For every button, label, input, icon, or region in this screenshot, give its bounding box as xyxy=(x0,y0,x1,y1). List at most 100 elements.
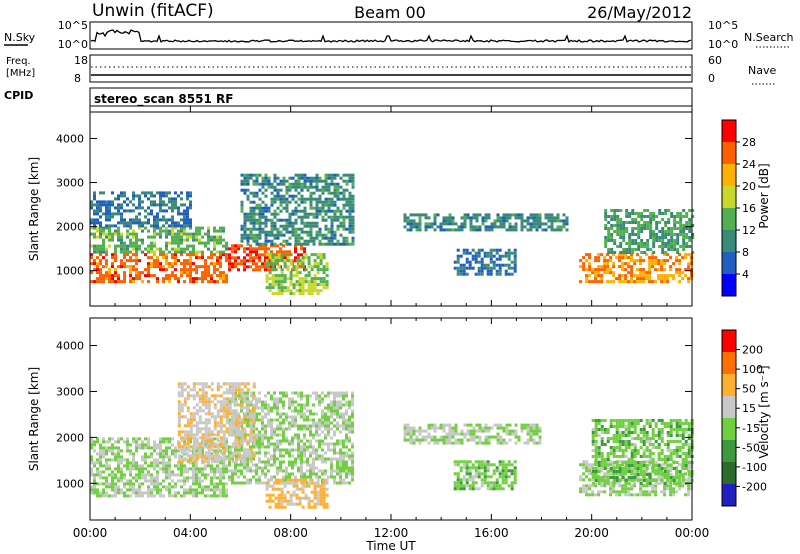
heatmap-cell xyxy=(192,412,196,416)
heatmap-cell xyxy=(304,253,308,257)
heatmap-cell xyxy=(99,226,102,230)
heatmap-cell xyxy=(585,475,589,479)
heatmap-cell xyxy=(547,216,551,220)
heatmap-cell xyxy=(345,439,348,443)
heatmap-cell xyxy=(213,235,216,239)
heatmap-cell xyxy=(186,232,189,236)
heatmap-cell xyxy=(195,238,198,242)
heatmap-cell xyxy=(520,225,524,229)
heatmap-cell xyxy=(600,280,604,284)
heatmap-cell xyxy=(333,424,336,428)
heatmap-cell xyxy=(303,433,306,437)
heatmap-cell xyxy=(225,488,228,492)
heatmap-cell xyxy=(111,200,114,204)
heatmap-cell xyxy=(285,427,288,431)
heatmap-cell xyxy=(261,176,265,180)
heatmap-cell xyxy=(123,218,126,222)
heatmap-cell xyxy=(117,232,120,236)
heatmap-cell xyxy=(333,236,337,240)
heatmap-cell xyxy=(336,457,339,461)
heatmap-cell xyxy=(270,221,274,225)
heatmap-cell xyxy=(243,224,247,228)
heatmap-cell xyxy=(93,218,96,222)
heatmap-cell xyxy=(504,463,508,467)
heatmap-cell xyxy=(246,236,250,240)
heatmap-cell xyxy=(324,451,327,455)
heatmap-cell xyxy=(168,482,171,486)
heatmap-cell xyxy=(456,254,460,258)
heatmap-cell xyxy=(322,490,326,494)
heatmap-cell xyxy=(427,222,431,226)
heatmap-cell xyxy=(255,262,258,266)
heatmap-cell xyxy=(165,203,168,207)
heatmap-cell xyxy=(682,248,686,251)
heatmap-cell xyxy=(141,458,144,462)
heatmap-cell xyxy=(180,226,183,230)
heatmap-cell xyxy=(261,460,264,464)
heatmap-cell xyxy=(93,473,96,477)
heatmap-cell xyxy=(165,277,168,281)
heatmap-cell xyxy=(141,206,144,210)
heatmap-cell xyxy=(135,194,138,198)
heatmap-cell xyxy=(243,397,246,401)
heatmap-cell xyxy=(294,188,298,192)
heatmap-cell xyxy=(282,394,285,398)
heatmap-cell xyxy=(105,265,108,269)
heatmap-cell xyxy=(315,230,319,234)
heatmap-cell xyxy=(198,382,202,386)
heatmap-cell xyxy=(616,230,620,233)
heatmap-cell xyxy=(240,424,243,428)
heatmap-cell xyxy=(165,455,168,459)
heatmap-cell xyxy=(123,244,126,248)
heatmap-cell xyxy=(292,490,296,494)
heatmap-cell xyxy=(264,242,268,246)
heatmap-cell xyxy=(240,463,243,467)
heatmap-cell xyxy=(177,440,180,444)
heatmap-cell xyxy=(291,197,295,201)
heatmap-cell xyxy=(285,179,289,183)
heatmap-cell xyxy=(529,438,533,442)
heatmap-cell xyxy=(265,265,269,269)
heatmap-cell xyxy=(468,478,472,482)
heatmap-cell xyxy=(481,222,485,226)
heatmap-cell xyxy=(222,397,226,401)
heatmap-cell xyxy=(189,440,192,444)
heatmap-cell xyxy=(538,429,542,433)
heatmap-cell xyxy=(345,454,348,458)
heatmap-cell xyxy=(507,475,511,479)
heatmap-cell xyxy=(274,283,278,287)
heatmap-cell xyxy=(291,415,294,419)
heatmap-cell xyxy=(351,197,355,201)
heatmap-cell xyxy=(165,440,168,444)
heatmap-cell xyxy=(267,457,270,461)
heatmap-cell xyxy=(99,224,102,228)
heatmap-cell xyxy=(171,256,174,260)
heatmap-cell xyxy=(300,185,304,189)
heatmap-cell xyxy=(132,197,135,201)
heatmap-cell xyxy=(300,460,303,464)
heatmap-cell xyxy=(603,268,607,272)
heatmap-cell xyxy=(99,244,102,248)
heatmap-cell xyxy=(198,250,201,254)
heatmap-cell xyxy=(108,229,111,233)
heatmap-cell xyxy=(213,427,217,431)
heatmap-cell xyxy=(144,221,147,225)
heatmap-cell xyxy=(310,280,314,284)
heatmap-cell xyxy=(165,191,168,195)
heatmap-cell xyxy=(138,485,141,489)
heatmap-cell xyxy=(141,241,144,245)
heatmap-cell xyxy=(180,388,184,392)
heatmap-cell xyxy=(588,280,592,284)
heatmap-cell xyxy=(150,464,153,468)
heatmap-cell xyxy=(268,262,272,266)
heatmap-cell xyxy=(501,475,505,479)
heatmap-cell xyxy=(270,457,273,461)
heatmap-cell xyxy=(501,466,505,470)
heatmap-cell xyxy=(652,230,656,233)
heatmap-cell xyxy=(261,182,265,186)
heatmap-cell xyxy=(462,475,466,479)
heatmap-cell xyxy=(186,491,189,495)
heatmap-cell xyxy=(418,441,422,445)
heatmap-cell xyxy=(319,496,323,500)
heatmap-cell xyxy=(463,432,467,436)
